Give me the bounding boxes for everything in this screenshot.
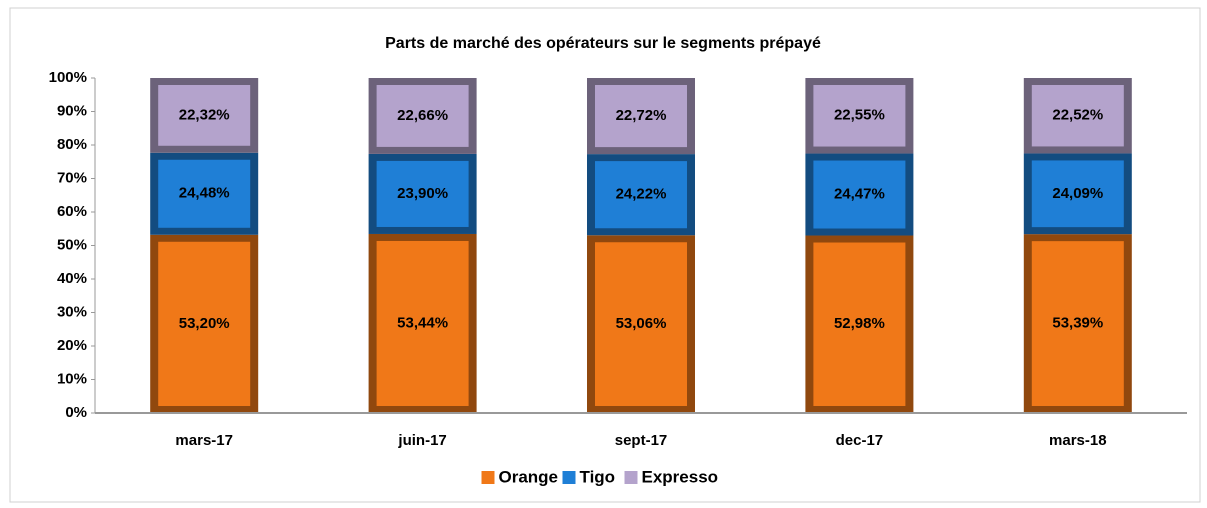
legend-swatch (624, 471, 638, 484)
data-label: 24,48% (179, 185, 230, 202)
y-tick-label: 0% (65, 404, 87, 421)
y-tick-label: 80% (57, 136, 87, 153)
data-label: 53,06% (616, 315, 667, 332)
x-tick-label: dec-17 (836, 432, 884, 449)
bar-bevel (1031, 160, 1124, 228)
legend-label: Orange (499, 467, 559, 486)
data-label: 24,47% (834, 185, 885, 202)
x-tick-label: mars-18 (1049, 432, 1107, 449)
legend-swatch (562, 471, 576, 484)
data-label: 52,98% (834, 315, 885, 332)
bar-bevel (376, 85, 469, 147)
data-label: 23,90% (397, 185, 448, 202)
bar-bevel (813, 160, 906, 229)
legend-swatch (481, 471, 495, 484)
data-label: 24,22% (616, 186, 667, 203)
y-tick-label: 40% (57, 270, 87, 287)
bar-bevel (1031, 85, 1124, 147)
data-label: 53,39% (1052, 315, 1103, 332)
y-tick-label: 70% (57, 169, 87, 186)
bar-bevel (813, 242, 906, 406)
bar-bevel (158, 159, 251, 228)
y-tick-label: 20% (57, 337, 87, 354)
y-tick-label: 50% (57, 236, 87, 253)
bar-bevel (376, 160, 469, 227)
legend-label: Expresso (642, 467, 719, 486)
data-label: 53,20% (179, 315, 230, 332)
bar-bevel (813, 85, 906, 147)
x-tick-label: mars-17 (175, 432, 233, 449)
data-label: 22,55% (834, 107, 885, 124)
x-tick-label: sept-17 (615, 432, 668, 449)
bar-bevel (595, 85, 687, 148)
bar-bevel (1031, 241, 1124, 406)
bar-bevel (595, 242, 687, 406)
data-label: 22,66% (397, 107, 448, 124)
data-label: 22,52% (1052, 107, 1103, 124)
data-label: 22,32% (179, 106, 230, 123)
x-tick-label: juin-17 (397, 432, 446, 449)
y-tick-label: 90% (57, 102, 87, 119)
y-tick-label: 10% (57, 370, 87, 387)
data-label: 22,72% (616, 107, 667, 124)
bar-bevel (376, 240, 469, 406)
bar-bevel (158, 241, 251, 406)
data-label: 24,09% (1052, 185, 1103, 202)
chart-title: Parts de marché des opérateurs sur le se… (385, 35, 821, 52)
y-tick-label: 30% (57, 303, 87, 320)
bar-bevel (158, 85, 251, 146)
data-label: 53,44% (397, 314, 448, 331)
legend-label: Tigo (580, 467, 616, 486)
y-tick-label: 100% (49, 69, 87, 86)
y-tick-label: 60% (57, 203, 87, 220)
bar-bevel (595, 161, 687, 229)
